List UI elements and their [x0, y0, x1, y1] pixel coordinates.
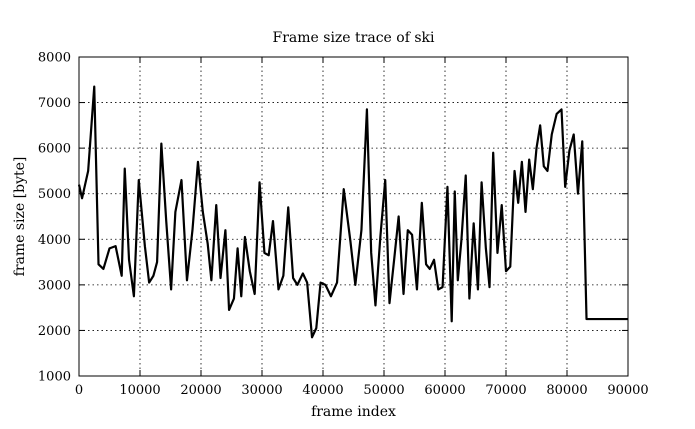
- x-axis-label: frame index: [311, 404, 396, 420]
- x-tick-label: 0: [75, 383, 83, 398]
- x-tick-label: 60000: [424, 383, 465, 398]
- y-tick-label: 1000: [38, 370, 71, 385]
- y-tick-label: 2000: [38, 324, 71, 339]
- chart-title: Frame size trace of ski: [273, 30, 436, 46]
- x-tick-label: 40000: [302, 383, 343, 398]
- y-tick-label: 7000: [38, 96, 71, 111]
- x-tick-label: 30000: [241, 383, 282, 398]
- y-tick-label: 4000: [38, 233, 71, 248]
- y-tick-label: 8000: [38, 51, 71, 66]
- y-tick-label: 3000: [38, 278, 71, 293]
- series-line: [77, 85, 628, 339]
- x-tick-label: 50000: [363, 383, 404, 398]
- y-axis-label: frame size [byte]: [12, 157, 28, 277]
- x-tick-label: 90000: [607, 383, 648, 398]
- y-tick-label: 6000: [38, 142, 71, 157]
- x-tick-label: 80000: [546, 383, 587, 398]
- x-tick-label: 10000: [119, 383, 160, 398]
- x-tick-label: 70000: [485, 383, 526, 398]
- y-tick-label: 5000: [38, 187, 71, 202]
- x-tick-label: 20000: [180, 383, 221, 398]
- tick-labels: 0 10000 20000 30000 40000 50000 60000 70000 8000…: [38, 51, 649, 399]
- plot-frame: [78, 56, 629, 377]
